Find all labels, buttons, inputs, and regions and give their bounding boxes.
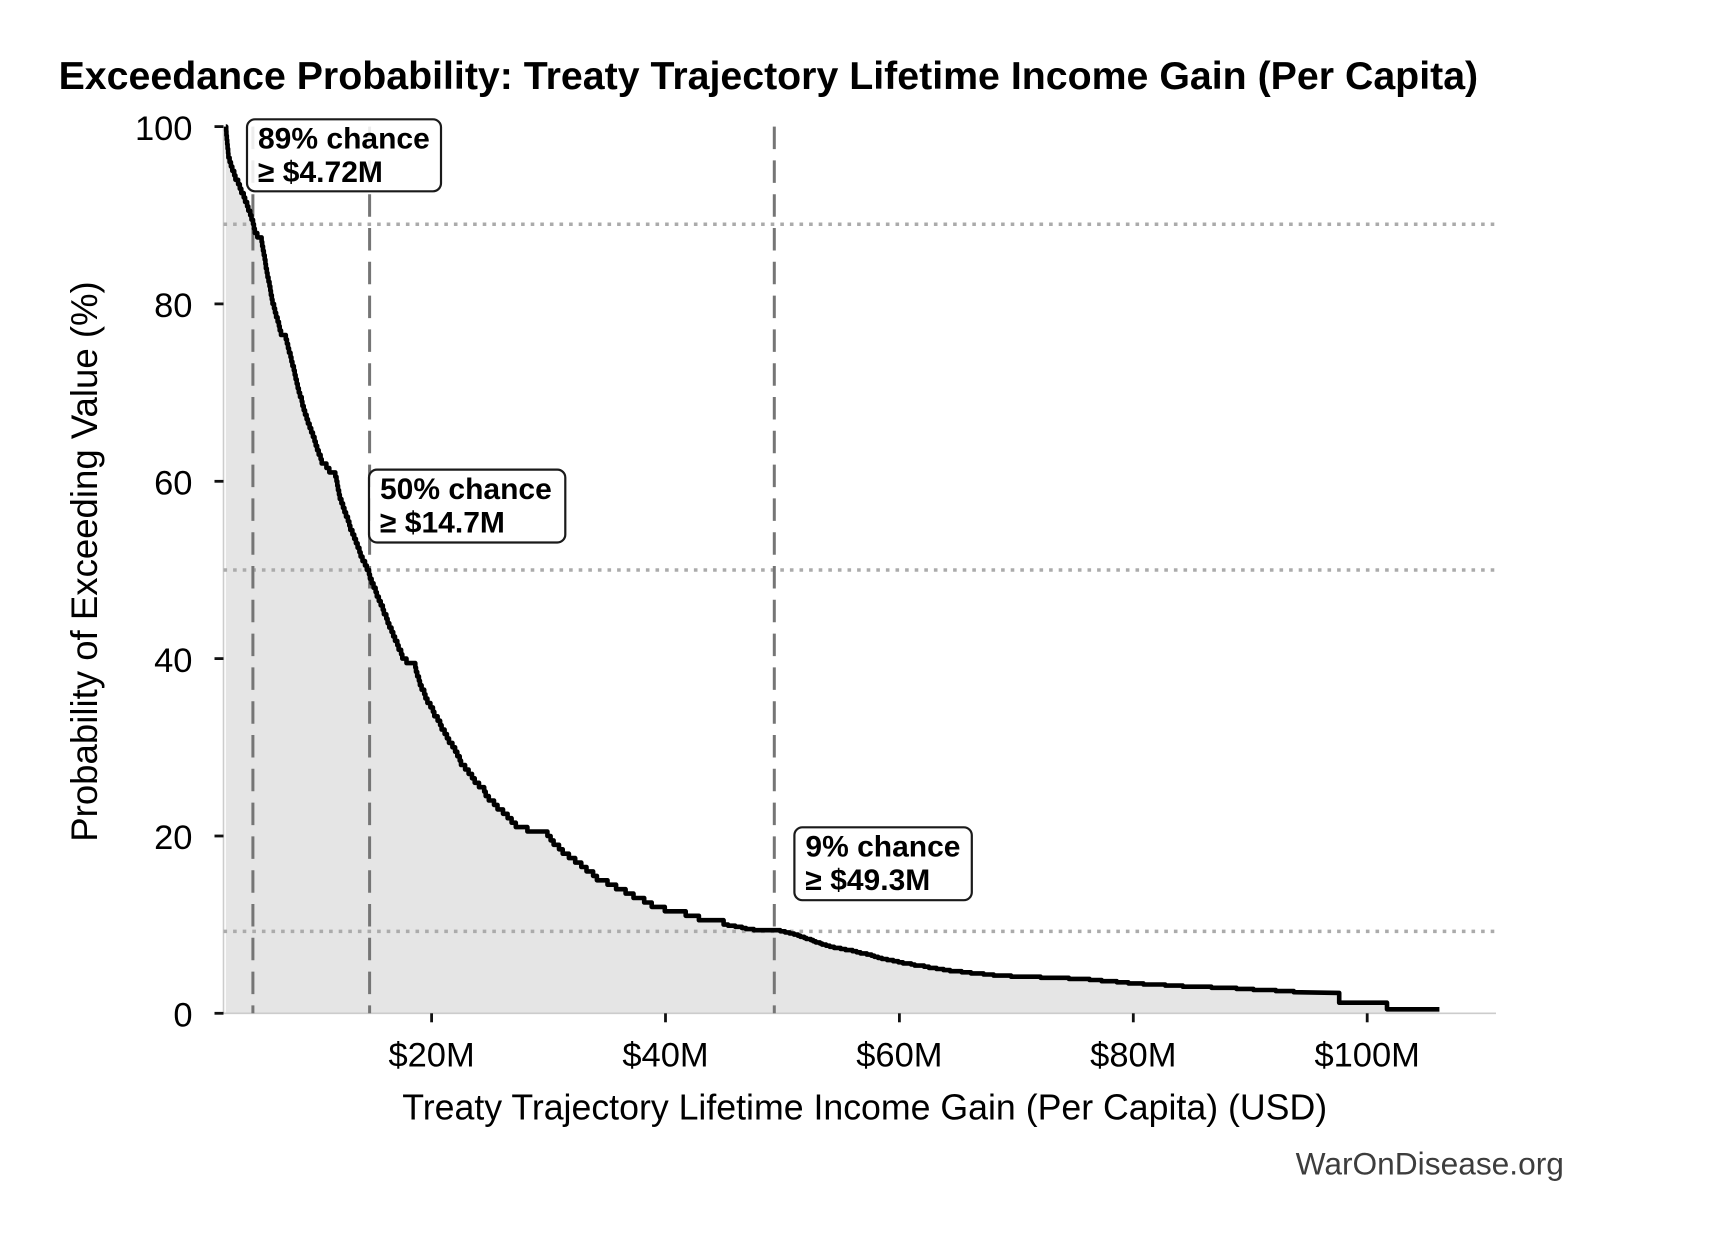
svg-text:$80M: $80M	[1090, 1037, 1176, 1075]
svg-text:$20M: $20M	[388, 1037, 474, 1075]
svg-text:≥ $14.7M: ≥ $14.7M	[380, 506, 505, 539]
svg-text:Probability of Exceeding Value: Probability of Exceeding Value (%)	[64, 281, 105, 841]
svg-text:WarOnDisease.org: WarOnDisease.org	[1296, 1146, 1564, 1182]
svg-text:$100M: $100M	[1314, 1037, 1420, 1075]
svg-text:9% chance: 9% chance	[805, 831, 960, 864]
svg-text:Exceedance Probability: Treaty: Exceedance Probability: Treaty Trajector…	[59, 54, 1479, 98]
svg-text:20: 20	[154, 819, 192, 857]
svg-text:80: 80	[154, 287, 192, 325]
svg-text:$60M: $60M	[856, 1037, 942, 1075]
svg-text:0: 0	[173, 997, 192, 1035]
svg-text:$40M: $40M	[622, 1037, 708, 1075]
svg-text:≥ $4.72M: ≥ $4.72M	[258, 156, 383, 189]
svg-text:40: 40	[154, 642, 192, 680]
svg-text:Treaty Trajectory Lifetime Inc: Treaty Trajectory Lifetime Income Gain (…	[402, 1088, 1327, 1128]
svg-text:50% chance: 50% chance	[380, 473, 552, 506]
svg-text:60: 60	[154, 465, 192, 503]
svg-text:89% chance: 89% chance	[258, 123, 430, 156]
svg-text:100: 100	[135, 110, 193, 148]
svg-text:≥ $49.3M: ≥ $49.3M	[805, 864, 930, 897]
